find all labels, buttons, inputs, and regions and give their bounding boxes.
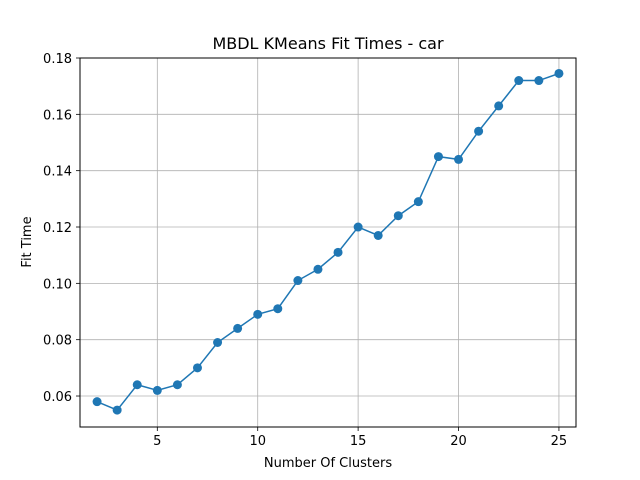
x-tick-label: 15 (350, 434, 367, 449)
data-point (393, 211, 403, 221)
x-tick-label: 5 (153, 434, 161, 449)
data-point (152, 385, 162, 395)
chart-title: MBDL KMeans Fit Times - car (212, 34, 443, 53)
series (92, 68, 564, 415)
ticks: 5 10 15 20 25 0.06 0.08 0.10 0.12 0.14 0.16 0.18 (43, 52, 567, 449)
data-point (554, 68, 564, 78)
data-point (353, 222, 363, 232)
x-tick-label: 10 (249, 434, 266, 449)
data-point (192, 363, 202, 373)
y-tick-label: 0.06 (43, 390, 72, 405)
data-point (253, 309, 263, 319)
plot-frame (79, 57, 577, 428)
data-point (233, 323, 243, 333)
x-tick-label: 20 (450, 434, 467, 449)
data-point (293, 276, 303, 286)
data-point (433, 152, 443, 162)
y-tick-label: 0.12 (43, 221, 72, 236)
data-point (273, 304, 283, 314)
data-point (112, 405, 122, 415)
y-tick-label: 0.08 (43, 334, 72, 349)
data-point (534, 76, 544, 86)
x-tick-label: 25 (551, 434, 568, 449)
data-point (92, 397, 102, 407)
y-tick-label: 0.16 (43, 108, 72, 123)
data-point (373, 230, 383, 240)
data-point (494, 101, 504, 111)
data-point (172, 380, 182, 390)
data-point (413, 197, 423, 207)
y-tick-label: 0.10 (43, 277, 72, 292)
data-point (132, 380, 142, 390)
x-axis-label: Number Of Clusters (264, 456, 392, 471)
y-axis-label: Fit Time (20, 216, 35, 267)
data-point (514, 76, 524, 86)
data-point (474, 126, 484, 136)
data-point (454, 154, 464, 164)
data-point (313, 264, 323, 274)
data-point (213, 337, 223, 347)
y-tick-label: 0.14 (43, 165, 72, 180)
y-tick-label: 0.18 (43, 52, 72, 67)
data-point (333, 247, 343, 257)
